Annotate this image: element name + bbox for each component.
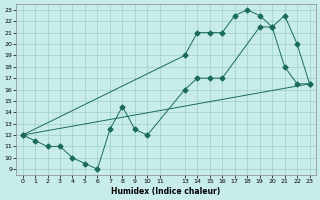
X-axis label: Humidex (Indice chaleur): Humidex (Indice chaleur) <box>111 187 221 196</box>
